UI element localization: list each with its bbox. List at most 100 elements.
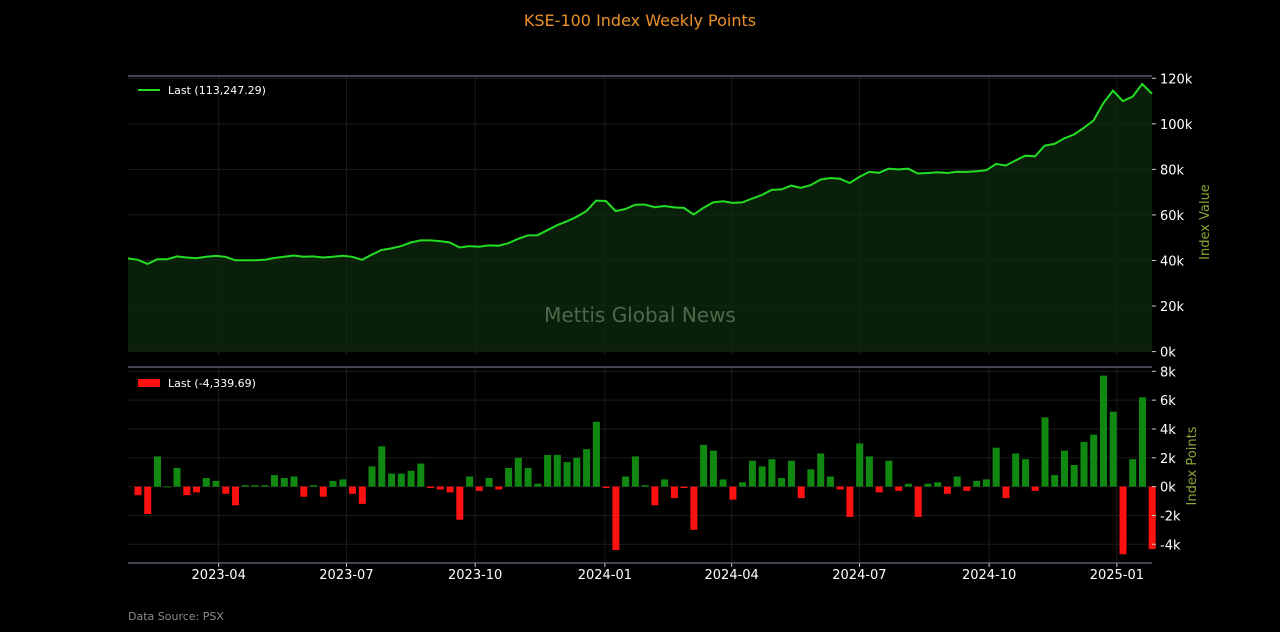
x-tick-label: 2024-04 bbox=[705, 568, 759, 583]
change-bar bbox=[495, 486, 503, 490]
change-bar bbox=[202, 478, 210, 487]
change-bar bbox=[895, 486, 903, 491]
change-bar bbox=[388, 473, 396, 487]
change-bar bbox=[963, 486, 971, 491]
change-bar bbox=[914, 486, 922, 517]
top-y-tick-label: 120k bbox=[1160, 72, 1193, 87]
change-bar bbox=[817, 453, 825, 487]
top-y-tick-label: 20k bbox=[1160, 300, 1185, 315]
change-bar bbox=[319, 486, 327, 497]
panel-borders bbox=[128, 75, 1152, 564]
change-bar bbox=[134, 486, 142, 496]
top-panel-legend: Last (113,247.29) bbox=[138, 84, 266, 97]
change-bar bbox=[163, 486, 171, 488]
change-bar bbox=[1022, 459, 1029, 487]
top-legend-label: Last (113,247.29) bbox=[168, 84, 266, 97]
x-tick-label: 2024-10 bbox=[962, 568, 1016, 583]
bottom-y-tick-label: 4k bbox=[1160, 423, 1176, 438]
bottom-y-tick-label: 2k bbox=[1160, 452, 1176, 467]
top-y-tick-label: 80k bbox=[1160, 163, 1185, 178]
change-bar bbox=[329, 480, 337, 487]
change-bar bbox=[583, 449, 591, 487]
change-bar bbox=[982, 479, 990, 487]
change-bar bbox=[1148, 486, 1156, 550]
x-tick-label: 2023-07 bbox=[319, 568, 373, 583]
top-panel-area bbox=[127, 82, 1153, 352]
change-bar bbox=[661, 479, 669, 487]
bottom-y-tick-label: 0k bbox=[1160, 481, 1176, 496]
change-bar bbox=[290, 476, 298, 487]
change-bar bbox=[573, 457, 581, 487]
change-bar bbox=[739, 482, 747, 487]
change-bar bbox=[953, 476, 961, 487]
bottom-panel-legend: Last (-4,339.69) bbox=[138, 377, 256, 390]
top-y-tick-label: 100k bbox=[1160, 118, 1193, 133]
bottom-legend-label: Last (-4,339.69) bbox=[168, 377, 256, 390]
change-bar bbox=[241, 485, 249, 487]
change-bar bbox=[446, 486, 454, 493]
change-bar bbox=[612, 486, 620, 550]
change-bar bbox=[154, 456, 161, 487]
change-bar bbox=[417, 463, 425, 487]
change-bar bbox=[505, 467, 513, 487]
change-bar bbox=[173, 467, 181, 487]
change-bar bbox=[1129, 459, 1137, 487]
change-bar bbox=[904, 483, 912, 487]
change-bar bbox=[934, 482, 942, 487]
change-bar bbox=[475, 486, 483, 491]
top-y-tick-label: 40k bbox=[1160, 254, 1185, 269]
bottom-panel-bars bbox=[134, 375, 1156, 555]
bottom-panel-ylabel: Index Points bbox=[1185, 426, 1200, 505]
change-bar bbox=[836, 486, 844, 490]
x-tick-label: 2024-01 bbox=[578, 568, 632, 583]
change-bar bbox=[1002, 486, 1010, 499]
change-bar bbox=[1080, 441, 1088, 487]
change-bar bbox=[544, 454, 552, 487]
change-bar bbox=[846, 486, 854, 517]
change-bar bbox=[787, 460, 795, 487]
change-bar bbox=[797, 486, 805, 499]
change-bar bbox=[1119, 486, 1127, 555]
change-bar bbox=[602, 486, 610, 488]
change-bar bbox=[651, 486, 659, 506]
change-bar bbox=[358, 486, 366, 504]
change-bar bbox=[368, 466, 376, 487]
change-bar bbox=[271, 475, 278, 487]
change-bar bbox=[1070, 465, 1078, 487]
change-bar bbox=[973, 480, 981, 487]
change-bar bbox=[719, 479, 727, 487]
change-bar bbox=[875, 486, 883, 493]
change-bar bbox=[261, 485, 269, 487]
change-bar bbox=[680, 486, 688, 488]
change-bar bbox=[378, 446, 386, 487]
bottom-panel-y-ticks: -4k -2k 0k 2k 4k 6k 8k bbox=[1152, 365, 1181, 553]
change-bar bbox=[768, 459, 776, 487]
top-y-tick-label: 0k bbox=[1160, 346, 1176, 361]
change-bar bbox=[534, 483, 542, 487]
change-bar bbox=[826, 476, 834, 487]
change-bar bbox=[592, 421, 600, 487]
change-bar bbox=[193, 486, 200, 493]
index-line bbox=[127, 82, 1153, 265]
change-bar bbox=[924, 483, 932, 487]
change-bar bbox=[1012, 453, 1020, 487]
change-bar bbox=[1109, 411, 1117, 487]
change-bar bbox=[456, 486, 464, 520]
change-bar bbox=[339, 479, 347, 487]
change-bar bbox=[232, 486, 239, 506]
data-source: Data Source: PSX bbox=[128, 610, 224, 623]
change-bar bbox=[885, 460, 893, 487]
change-bar bbox=[553, 454, 561, 487]
change-bar bbox=[222, 486, 230, 494]
change-bar bbox=[300, 486, 308, 497]
change-bar bbox=[690, 486, 698, 530]
bottom-y-tick-label: -2k bbox=[1160, 509, 1181, 524]
change-bar bbox=[631, 456, 639, 487]
change-bar bbox=[563, 462, 571, 487]
change-bar bbox=[700, 444, 708, 487]
bottom-legend-swatch bbox=[138, 379, 160, 387]
change-bar bbox=[1041, 417, 1049, 487]
bottom-y-tick-label: -4k bbox=[1160, 538, 1181, 553]
chart-title: KSE-100 Index Weekly Points bbox=[524, 11, 756, 30]
